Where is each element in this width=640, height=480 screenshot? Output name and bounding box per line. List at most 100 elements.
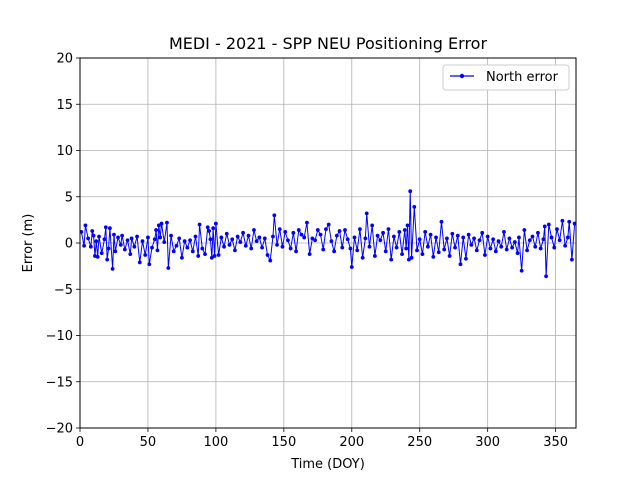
data-point: [137, 260, 142, 265]
data-point: [372, 254, 377, 258]
data-point: [257, 235, 262, 240]
data-point: [405, 223, 410, 228]
data-point: [294, 249, 298, 254]
data-point: [383, 249, 388, 254]
data-point: [272, 213, 277, 218]
data-point: [265, 253, 270, 257]
data-point: [125, 238, 130, 243]
data-point: [291, 230, 296, 235]
data-point: [283, 230, 288, 234]
data-point: [216, 253, 221, 257]
data-point: [185, 245, 190, 250]
data-point: [420, 252, 425, 256]
legend-marker-sample: [459, 73, 465, 79]
data-point: [563, 243, 568, 248]
data-point: [447, 254, 452, 258]
data-point: [560, 218, 565, 223]
data-point: [519, 268, 524, 273]
data-point: [254, 239, 259, 244]
data-point: [260, 245, 264, 250]
data-point: [472, 236, 476, 241]
data-point: [348, 246, 353, 251]
data-point: [95, 254, 100, 259]
data-point: [207, 229, 212, 233]
data-point: [156, 223, 161, 228]
data-point: [542, 224, 547, 229]
x-tick-label: 0: [76, 435, 84, 450]
data-point: [389, 257, 394, 262]
data-point: [555, 227, 559, 232]
data-point: [315, 228, 320, 232]
data-point: [171, 249, 176, 254]
x-tick-label: 100: [203, 435, 228, 450]
data-point: [211, 226, 216, 231]
data-point: [412, 205, 417, 209]
data-point: [103, 225, 108, 230]
data-point: [464, 256, 468, 261]
data-point: [474, 248, 479, 253]
data-point: [477, 238, 482, 243]
data-point: [91, 233, 96, 238]
data-point: [99, 251, 104, 256]
data-point: [252, 228, 256, 232]
data-point: [307, 252, 312, 256]
data-point: [280, 244, 285, 249]
data-point: [193, 234, 198, 239]
series-group: [79, 189, 577, 279]
data-point: [530, 234, 535, 239]
data-point: [222, 244, 226, 249]
data-point: [517, 235, 521, 240]
data-point: [445, 236, 449, 241]
ticks: 0 50 100 150 200 250 300 350 −20 −15 −10 −5 0 5 10 15 20: [46, 52, 568, 451]
data-point: [544, 274, 548, 279]
data-point: [182, 239, 187, 244]
y-tick-label: 15: [56, 98, 73, 113]
data-point: [86, 236, 91, 241]
data-point: [321, 247, 326, 252]
data-point: [565, 235, 570, 240]
x-tick-label: 200: [339, 435, 364, 450]
data-point: [288, 246, 293, 251]
data-point: [219, 235, 224, 240]
data-point: [165, 220, 169, 225]
data-point: [152, 237, 157, 242]
data-point: [442, 247, 447, 252]
data-point: [404, 246, 409, 251]
data-point: [397, 230, 402, 234]
data-point: [159, 221, 164, 226]
data-point: [113, 249, 118, 254]
data-point: [360, 255, 365, 260]
data-point: [408, 189, 413, 194]
data-point: [299, 232, 304, 237]
data-point: [209, 255, 214, 260]
data-point: [102, 237, 107, 242]
data-point: [140, 239, 145, 244]
y-tick-label: 10: [56, 144, 73, 159]
data-point: [305, 220, 309, 225]
data-point: [400, 252, 404, 256]
legend-box: [442, 64, 570, 91]
data-point: [83, 223, 88, 228]
data-point: [203, 252, 207, 256]
data-point: [493, 249, 498, 254]
data-point: [169, 233, 173, 238]
data-point: [434, 235, 438, 240]
data-point: [94, 239, 99, 244]
data-point: [150, 245, 154, 250]
data-point: [461, 235, 466, 240]
y-axis-title: Error (m): [21, 214, 36, 273]
data-point: [415, 248, 419, 253]
data-point: [118, 242, 123, 247]
data-point: [238, 240, 243, 244]
data-point: [326, 222, 331, 227]
data-point: [450, 231, 455, 236]
data-point: [105, 257, 110, 262]
data-point: [227, 242, 232, 247]
data-point: [488, 246, 493, 251]
data-point: [334, 233, 339, 238]
data-point: [364, 211, 369, 216]
data-point: [88, 244, 93, 249]
legend: North error: [442, 64, 570, 91]
data-point: [557, 238, 562, 243]
data-point: [567, 219, 572, 224]
